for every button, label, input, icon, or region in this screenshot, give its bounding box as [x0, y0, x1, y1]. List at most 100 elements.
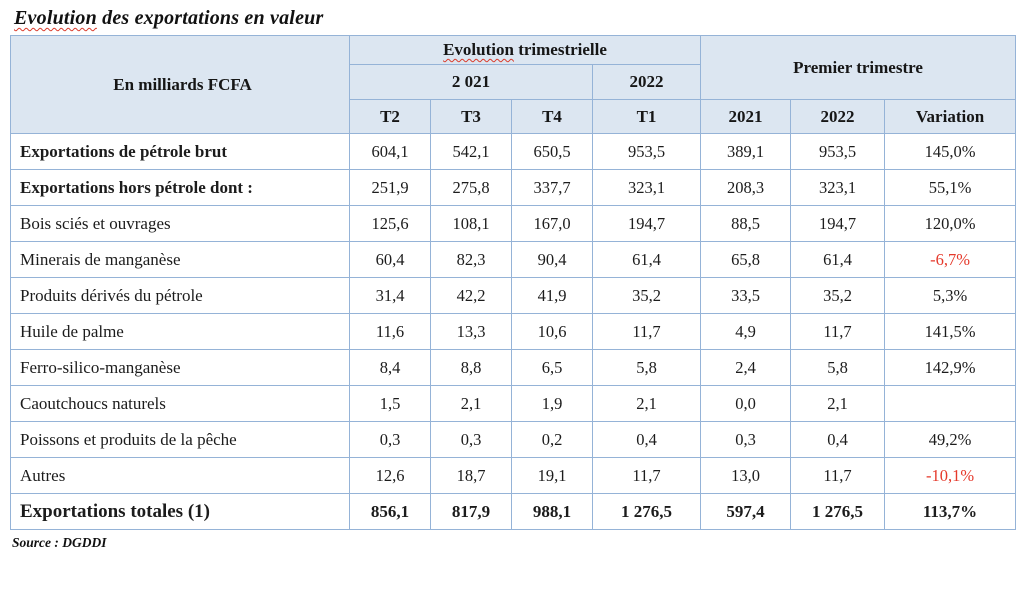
data-cell: 953,5 — [790, 133, 886, 170]
row-label: Bois sciés et ouvrages — [10, 205, 350, 242]
data-cell: 4,9 — [700, 313, 792, 350]
data-cell: 35,2 — [790, 277, 886, 314]
col-header-2021: 2021 — [700, 99, 792, 134]
col-header-t2: T2 — [349, 99, 431, 134]
data-cell: 61,4 — [790, 241, 886, 278]
year-2021-header: 2 021 — [349, 64, 593, 100]
row-label: Ferro-silico-manganèse — [10, 349, 350, 386]
title-flagged-word: Evolution — [14, 7, 97, 29]
group-quarterly-flagged-word: Evolution — [443, 40, 514, 59]
data-cell: 11,7 — [591, 457, 702, 494]
variation-cell-negative: -6,7% — [884, 241, 1017, 278]
data-cell: 65,8 — [700, 241, 792, 278]
data-cell: 31,4 — [349, 277, 431, 314]
data-cell: 0,3 — [430, 421, 512, 458]
data-cell: 6,5 — [511, 349, 593, 386]
table-row: Bois sciés et ouvrages 125,6 108,1 167,0… — [10, 205, 1017, 242]
data-cell: 88,5 — [700, 205, 792, 242]
col-header-t1: T1 — [591, 99, 702, 134]
data-cell: 208,3 — [700, 169, 792, 206]
variation-cell-negative: -10,1% — [884, 457, 1017, 494]
data-cell: 11,7 — [790, 313, 886, 350]
data-cell: 337,7 — [511, 169, 593, 206]
data-cell: 817,9 — [430, 493, 512, 530]
data-cell: 650,5 — [511, 133, 593, 170]
variation-cell-empty — [884, 385, 1017, 422]
data-cell: 1 276,5 — [591, 493, 702, 530]
table-row: Autres 12,6 18,7 19,1 11,7 13,0 11,7 -10… — [10, 457, 1017, 494]
data-cell: 82,3 — [430, 241, 512, 278]
table-row: Produits dérivés du pétrole 31,4 42,2 41… — [10, 277, 1017, 314]
table-row: Exportations de pétrole brut 604,1 542,1… — [10, 133, 1017, 170]
data-cell: 2,1 — [790, 385, 886, 422]
data-cell: 11,7 — [790, 457, 886, 494]
row-label: Exportations totales (1) — [10, 493, 350, 530]
variation-cell: 141,5% — [884, 313, 1017, 350]
col-header-t4: T4 — [511, 99, 593, 134]
variation-cell: 49,2% — [884, 421, 1017, 458]
data-cell: 10,6 — [511, 313, 593, 350]
table-row: Caoutchoucs naturels 1,5 2,1 1,9 2,1 0,0… — [10, 385, 1017, 422]
data-cell: 12,6 — [349, 457, 431, 494]
row-label: Huile de palme — [10, 313, 350, 350]
data-cell: 18,7 — [430, 457, 512, 494]
data-cell: 604,1 — [349, 133, 431, 170]
header-row-years: 2 021 2022 — [11, 64, 1016, 100]
col-header-variation: Variation — [884, 99, 1017, 134]
col-header-t3: T3 — [430, 99, 512, 134]
data-cell: 0,3 — [349, 421, 431, 458]
exports-table: En milliards FCFA Evolution trimestriell… — [10, 35, 1017, 530]
data-cell: 0,3 — [700, 421, 792, 458]
data-cell: 194,7 — [790, 205, 886, 242]
data-cell: 41,9 — [511, 277, 593, 314]
variation-cell: 142,9% — [884, 349, 1017, 386]
table-row: Exportations hors pétrole dont : 251,9 2… — [10, 169, 1017, 206]
source-note: Source : DGDDI — [12, 535, 107, 550]
row-label: Autres — [10, 457, 350, 494]
data-cell: 61,4 — [591, 241, 702, 278]
data-cell: 2,1 — [591, 385, 702, 422]
variation-cell: 145,0% — [884, 133, 1017, 170]
data-cell: 8,4 — [349, 349, 431, 386]
data-cell: 1,9 — [511, 385, 593, 422]
table-row: Poissons et produits de la pêche 0,3 0,3… — [10, 421, 1017, 458]
data-cell: 125,6 — [349, 205, 431, 242]
data-cell: 0,4 — [790, 421, 886, 458]
row-label: Exportations hors pétrole dont : — [10, 169, 350, 206]
data-cell: 2,4 — [700, 349, 792, 386]
table-body: Exportations de pétrole brut 604,1 542,1… — [10, 133, 1017, 530]
variation-cell: 5,3% — [884, 277, 1017, 314]
data-cell: 542,1 — [430, 133, 512, 170]
data-cell: 5,8 — [591, 349, 702, 386]
data-cell: 8,8 — [430, 349, 512, 386]
data-cell: 389,1 — [700, 133, 792, 170]
unit-label-header: En milliards FCFA — [10, 35, 350, 134]
variation-cell: 55,1% — [884, 169, 1017, 206]
data-cell: 11,7 — [591, 313, 702, 350]
data-cell: 2,1 — [430, 385, 512, 422]
data-cell: 323,1 — [591, 169, 702, 206]
page-title: Evolution des exportations en valeur — [14, 7, 1024, 30]
data-cell: 1 276,5 — [790, 493, 886, 530]
data-cell: 42,2 — [430, 277, 512, 314]
table-row: Huile de palme 11,6 13,3 10,6 11,7 4,9 1… — [10, 313, 1017, 350]
table-row: Minerais de manganèse 60,4 82,3 90,4 61,… — [10, 241, 1017, 278]
row-label: Poissons et produits de la pêche — [10, 421, 350, 458]
group-first-quarter: Premier trimestre — [700, 35, 1017, 100]
row-label: Produits dérivés du pétrole — [10, 277, 350, 314]
data-cell: 60,4 — [349, 241, 431, 278]
data-cell: 167,0 — [511, 205, 593, 242]
data-cell: 0,4 — [591, 421, 702, 458]
year-2022-header: 2022 — [591, 64, 702, 100]
table-header: En milliards FCFA Evolution trimestriell… — [10, 35, 1017, 134]
data-cell: 597,4 — [700, 493, 792, 530]
data-cell: 5,8 — [790, 349, 886, 386]
data-cell: 856,1 — [349, 493, 431, 530]
row-label: Minerais de manganèse — [10, 241, 350, 278]
data-cell: 108,1 — [430, 205, 512, 242]
data-cell: 19,1 — [511, 457, 593, 494]
data-cell: 35,2 — [591, 277, 702, 314]
data-cell: 11,6 — [349, 313, 431, 350]
data-cell: 251,9 — [349, 169, 431, 206]
data-cell: 953,5 — [591, 133, 702, 170]
